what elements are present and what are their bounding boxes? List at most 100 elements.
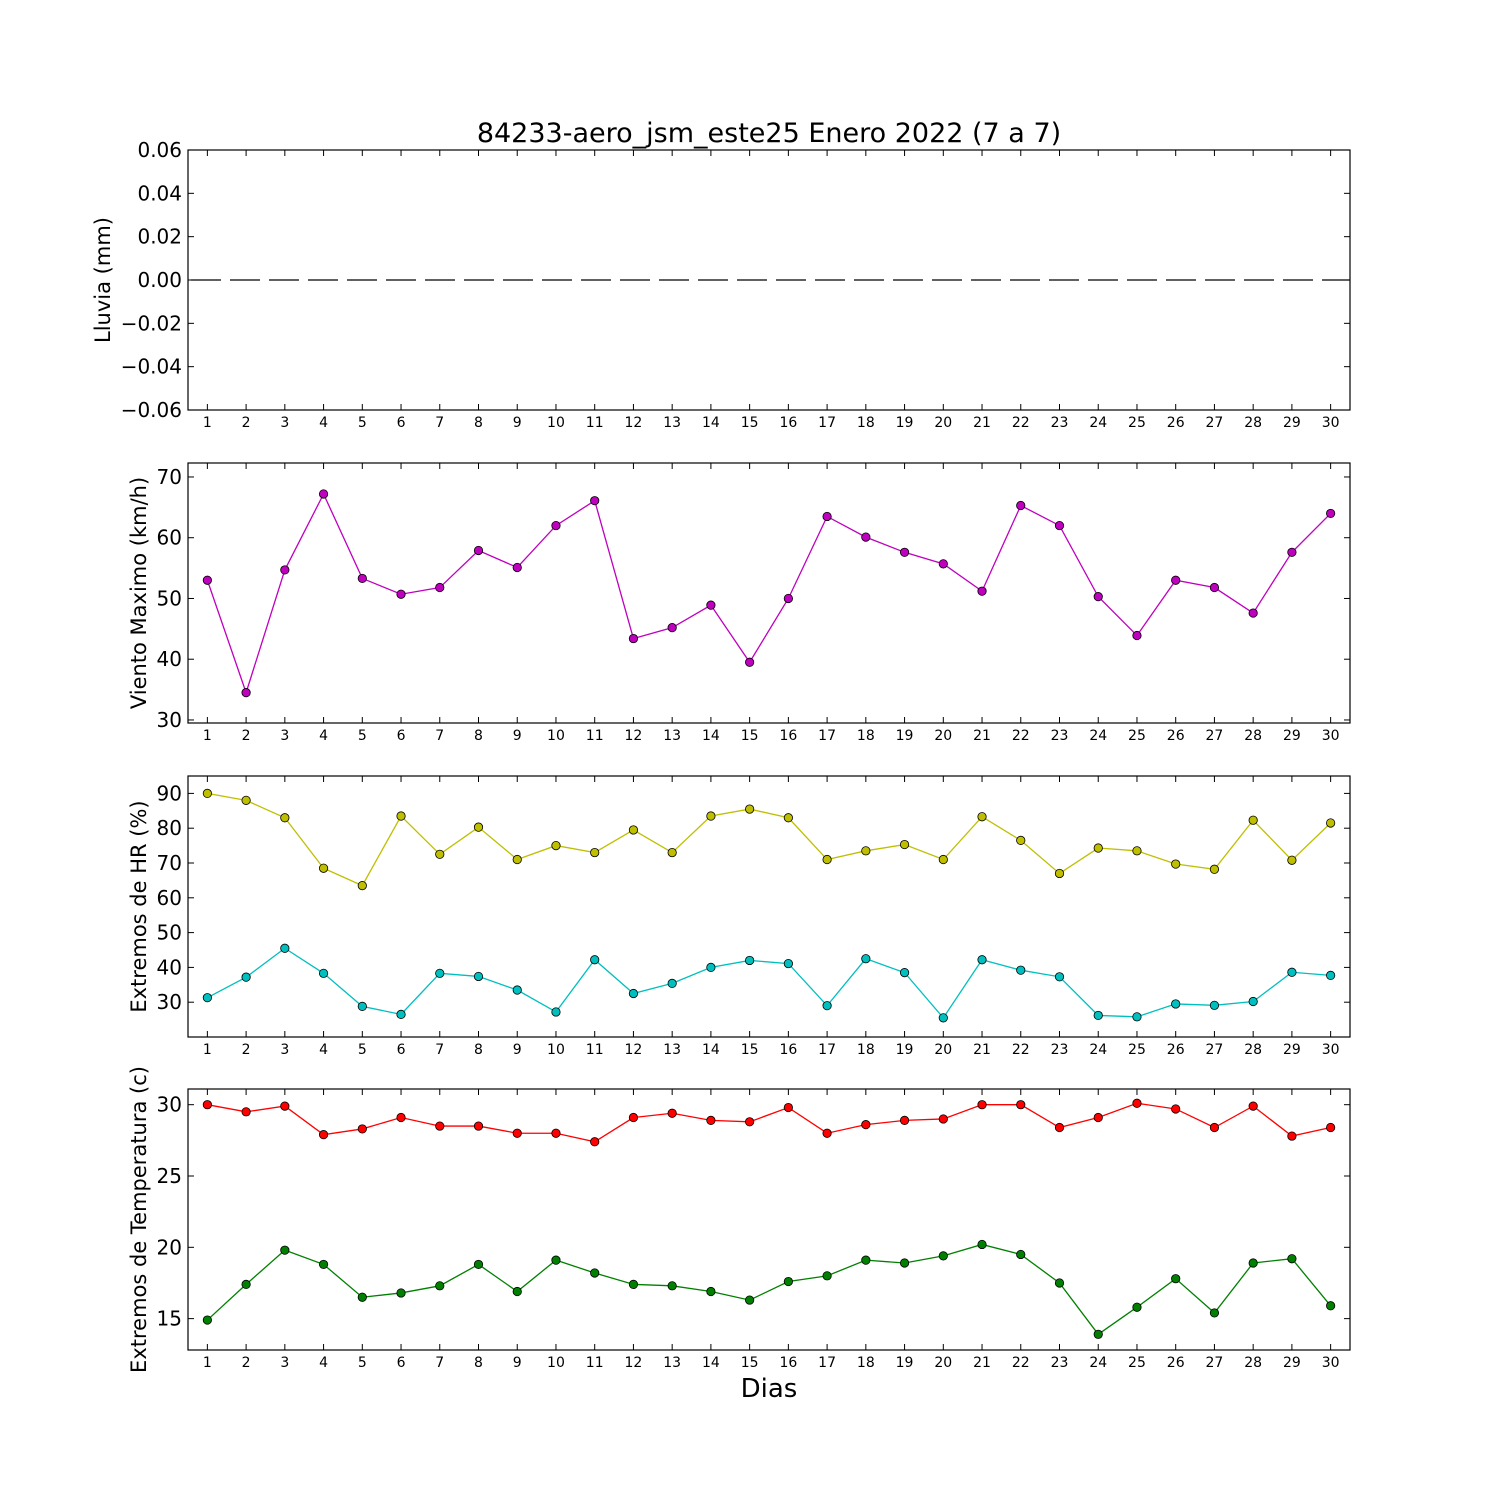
x-tick-label: 18 xyxy=(857,415,875,431)
x-tick-label: 17 xyxy=(818,1355,836,1371)
data-point xyxy=(1287,967,1297,977)
y-tick-label: 0.04 xyxy=(137,181,182,205)
x-tick-label: 21 xyxy=(973,728,991,744)
x-tick-label: 24 xyxy=(1089,728,1107,744)
data-point xyxy=(280,813,290,823)
data-point xyxy=(977,812,987,822)
data-point xyxy=(1093,1329,1103,1339)
x-tick-label: 4 xyxy=(319,1042,328,1058)
data-point xyxy=(628,988,639,999)
data-point xyxy=(473,1259,484,1270)
x-tick-label: 3 xyxy=(280,1355,289,1371)
data-point xyxy=(512,985,522,995)
x-tick-label: 23 xyxy=(1051,1355,1069,1371)
data-point xyxy=(241,688,251,698)
data-point xyxy=(1248,608,1258,618)
x-tick-label: 9 xyxy=(513,1355,522,1371)
x-tick-label: 13 xyxy=(663,1042,681,1058)
data-point xyxy=(1093,1112,1103,1123)
data-point xyxy=(241,1279,251,1289)
data-point xyxy=(590,955,600,965)
chart-title: 84233-aero_jsm_este25 Enero 2022 (7 a 7) xyxy=(477,118,1061,149)
x-tick-label: 22 xyxy=(1012,728,1030,744)
x-tick-label: 21 xyxy=(973,1355,991,1371)
data-point xyxy=(473,545,484,556)
x-tick-label: 26 xyxy=(1167,1355,1185,1371)
x-tick-label: 9 xyxy=(513,415,522,431)
data-point xyxy=(861,846,871,856)
y-tick-label: 80 xyxy=(157,816,182,840)
data-point xyxy=(938,559,948,569)
x-tick-label: 10 xyxy=(547,415,565,431)
data-point xyxy=(822,511,832,522)
x-tick-label: 17 xyxy=(818,728,836,744)
x-tick-label: 27 xyxy=(1206,1042,1224,1058)
x-tick-label: 15 xyxy=(741,415,759,431)
x-tick-label: 5 xyxy=(358,1355,367,1371)
x-tick-label: 18 xyxy=(857,1042,875,1058)
data-point xyxy=(280,1245,290,1255)
data-point xyxy=(706,600,716,610)
data-point xyxy=(241,795,251,805)
data-point xyxy=(435,968,445,978)
x-tick-label: 26 xyxy=(1167,415,1185,431)
data-point xyxy=(667,1108,677,1118)
x-tick-label: 1 xyxy=(203,1355,212,1371)
data-point xyxy=(899,839,910,850)
x-tick-label: 10 xyxy=(547,1042,565,1058)
data-point xyxy=(551,840,561,851)
x-tick-label: 19 xyxy=(896,728,914,744)
data-point xyxy=(899,1115,910,1125)
y-tick-label: 40 xyxy=(157,647,182,671)
x-tick-label: 28 xyxy=(1244,1042,1262,1058)
x-tick-label: 11 xyxy=(586,728,604,744)
y-axis-label: Viento Maximo (km/h) xyxy=(127,477,151,709)
data-point xyxy=(822,1271,832,1281)
x-tick-label: 12 xyxy=(625,415,643,431)
x-tick-label: 28 xyxy=(1244,728,1262,744)
data-point xyxy=(318,489,329,499)
plot-frame xyxy=(187,462,1351,724)
data-point xyxy=(822,1001,832,1011)
x-tick-label: 30 xyxy=(1322,1042,1340,1058)
data-point xyxy=(357,881,367,891)
series-line-2 xyxy=(206,1243,1332,1336)
x-tick-label: 10 xyxy=(547,728,565,744)
data-point xyxy=(1132,630,1142,641)
data-point xyxy=(1054,868,1065,879)
data-point xyxy=(241,972,251,982)
x-tick-label: 4 xyxy=(319,415,328,431)
data-point xyxy=(977,1100,987,1110)
series-line-2 xyxy=(207,947,1331,1019)
x-tick-label: 19 xyxy=(896,1042,914,1058)
x-tick-label: 2 xyxy=(242,1042,251,1058)
data-point xyxy=(1326,970,1336,981)
y-tick-label: 70 xyxy=(157,465,182,489)
data-point xyxy=(318,1130,329,1140)
data-point xyxy=(357,1124,367,1134)
data-point xyxy=(745,804,755,814)
data-point xyxy=(357,573,367,584)
x-tick-label: 2 xyxy=(242,415,251,431)
x-tick-label: 15 xyxy=(741,1042,759,1058)
x-tick-label: 20 xyxy=(934,1355,952,1371)
y-tick-label: 60 xyxy=(157,886,182,910)
y-tick-label: 25 xyxy=(157,1164,182,1188)
data-point xyxy=(977,955,987,965)
data-point xyxy=(1326,1301,1336,1311)
data-point xyxy=(706,962,716,973)
data-point xyxy=(1132,846,1142,856)
y-tick-label: 40 xyxy=(157,955,182,979)
data-point xyxy=(1287,1131,1297,1141)
x-tick-label: 5 xyxy=(358,728,367,744)
data-point xyxy=(745,1295,755,1305)
x-tick-label: 24 xyxy=(1089,415,1107,431)
data-point xyxy=(938,1013,948,1023)
data-point xyxy=(1093,592,1103,602)
x-tick-label: 14 xyxy=(702,1355,720,1371)
data-point xyxy=(1171,859,1181,869)
data-point xyxy=(396,811,406,821)
y-tick-label: −0.02 xyxy=(121,311,182,335)
x-tick-label: 2 xyxy=(242,728,251,744)
